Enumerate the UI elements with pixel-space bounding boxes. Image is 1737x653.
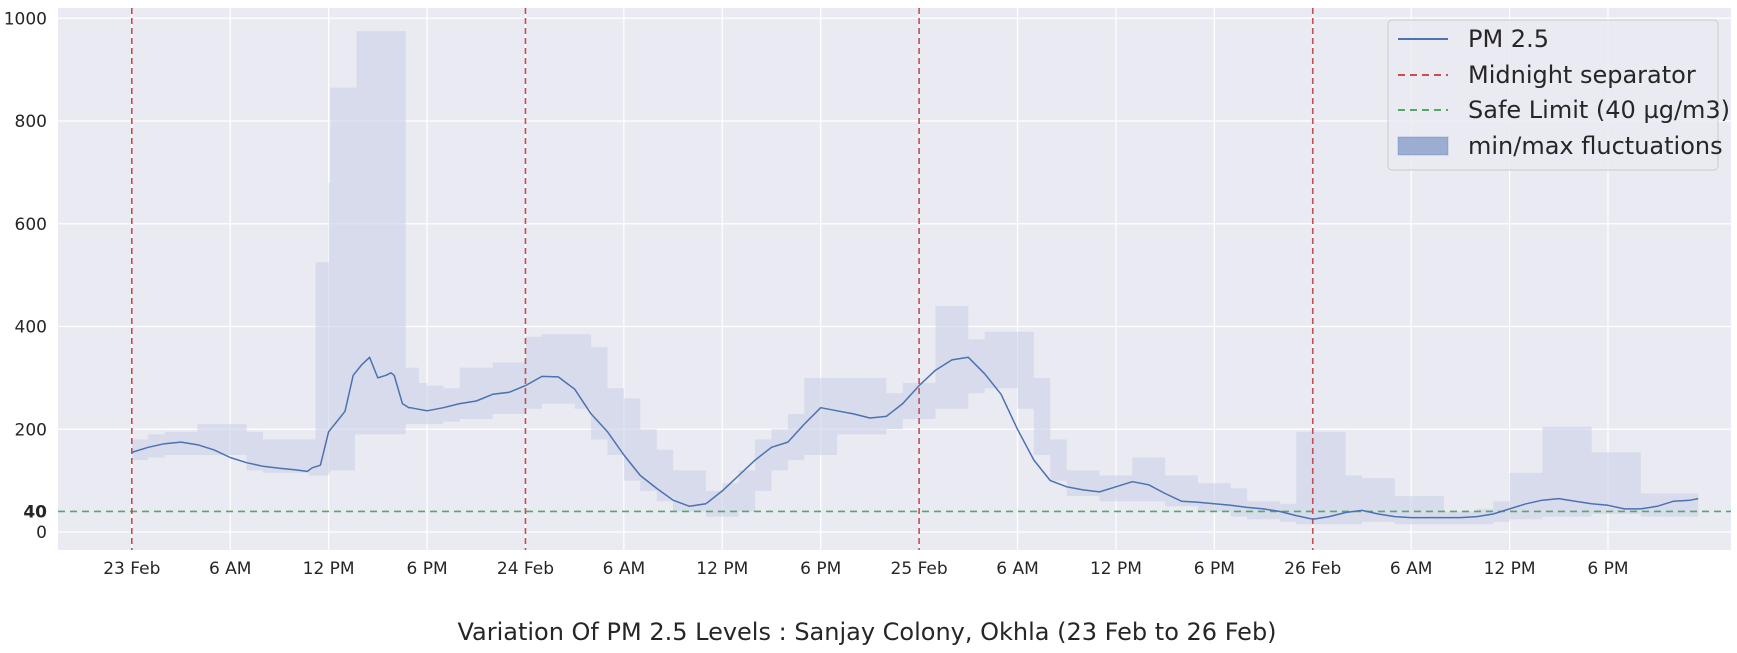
y-tick-label: 1000 <box>4 9 47 29</box>
y-tick-label: 600 <box>15 215 47 235</box>
x-tick-label: 6 AM <box>1390 559 1433 579</box>
x-tick-label: 12 PM <box>1090 559 1142 579</box>
x-tick-label: 25 Feb <box>891 559 948 579</box>
y-tick-label: 400 <box>15 318 47 338</box>
x-tick-label: 6 AM <box>996 559 1039 579</box>
x-tick-label: 23 Feb <box>103 559 160 579</box>
x-tick-label: 12 PM <box>696 559 748 579</box>
x-tick-label: 12 PM <box>1484 559 1536 579</box>
x-tick-labels: 23 Feb 6 AM 12 PM 6 PM 24 Feb 6 AM 12 PM 6 PM 25… <box>103 559 1628 579</box>
x-tick-label: 6 AM <box>603 559 646 579</box>
x-tick-label: 12 PM <box>303 559 355 579</box>
legend-label-midnight: Midnight separator <box>1468 61 1696 89</box>
x-tick-label: 24 Feb <box>497 559 554 579</box>
x-tick-label: 26 Feb <box>1284 559 1341 579</box>
pm25-series-line <box>131 356 1699 520</box>
min-max-band <box>131 31 1699 525</box>
y-tick-label: 800 <box>15 112 47 132</box>
x-tick-label: 6 PM <box>1587 559 1628 579</box>
chart-title: Variation Of PM 2.5 Levels : Sanjay Colo… <box>457 618 1276 646</box>
y-tick-label: 40 <box>23 502 47 522</box>
legend-swatch-fluctuations <box>1397 136 1449 156</box>
y-tick-labels: 040 200 400 600 800 1000 <box>4 9 47 543</box>
legend-label-safe-limit: Safe Limit (40 µg/m3) <box>1468 96 1730 124</box>
legend-label-pm25: PM 2.5 <box>1468 25 1549 53</box>
legend: PM 2.5 Midnight separator Safe Limit (40… <box>1387 19 1730 171</box>
x-tick-label: 6 AM <box>209 559 252 579</box>
legend-label-fluctuations: min/max fluctuations <box>1468 132 1723 160</box>
y-tick-label: 0 <box>36 523 47 543</box>
legend-box <box>1387 19 1719 171</box>
x-tick-label: 6 PM <box>406 559 447 579</box>
x-tick-label: 6 PM <box>1194 559 1235 579</box>
min-max-fluctuation-area <box>131 31 1699 525</box>
series-layer <box>131 356 1699 520</box>
midnight-separators <box>131 8 1314 550</box>
y-tick-label: 200 <box>15 420 47 440</box>
x-tick-label: 6 PM <box>800 559 841 579</box>
